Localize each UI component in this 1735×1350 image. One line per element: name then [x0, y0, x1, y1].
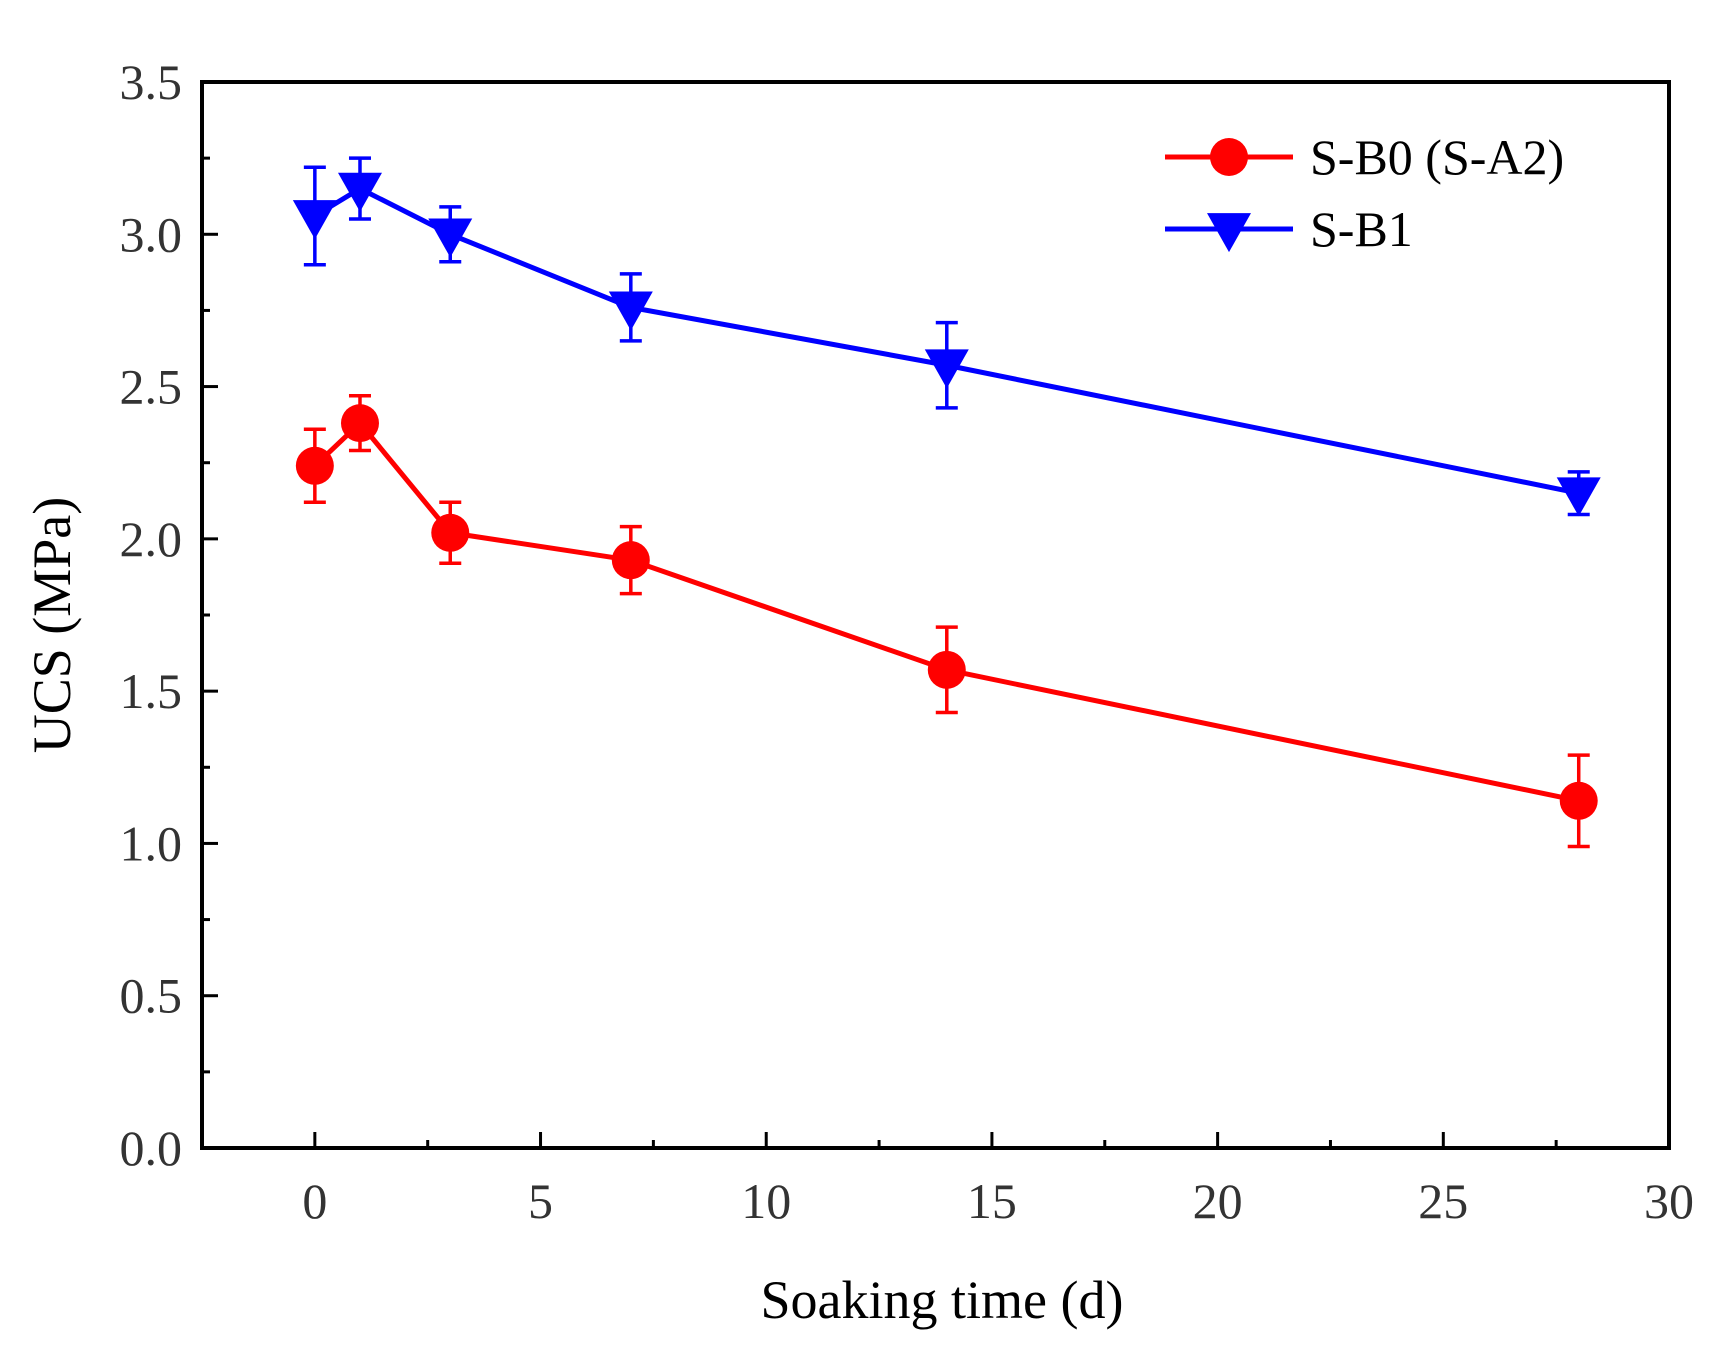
data-point: [428, 218, 473, 258]
legend-label: S-B0 (S-A2): [1310, 129, 1564, 185]
x-tick-label: 30: [1644, 1173, 1694, 1229]
plot-area: [292, 156, 1601, 849]
data-point: [611, 541, 650, 580]
data-point: [924, 349, 969, 389]
y-tick-label: 0.5: [120, 968, 183, 1024]
y-tick-label: 2.0: [120, 511, 183, 567]
data-point: [1556, 477, 1601, 517]
legend-marker: [1210, 138, 1248, 176]
series-1: [292, 156, 1601, 517]
data-point: [292, 200, 337, 240]
y-tick-label: 2.5: [120, 359, 183, 415]
data-point: [1559, 781, 1598, 820]
x-axis-title: Soaking time (d): [761, 1270, 1124, 1330]
data-point: [927, 650, 966, 689]
y-tick-label: 0.0: [120, 1120, 183, 1176]
data-point: [337, 172, 382, 212]
legend-marker: [1207, 213, 1251, 253]
x-tick-label: 0: [302, 1173, 327, 1229]
data-point: [295, 446, 334, 485]
y-tick-label: 3.5: [120, 54, 183, 110]
data-point: [608, 291, 653, 331]
x-tick-label: 25: [1418, 1173, 1468, 1229]
x-tick-label: 5: [528, 1173, 553, 1229]
data-point: [340, 404, 379, 443]
y-axis-title: UCS (MPa): [22, 497, 82, 754]
y-tick-label: 3.0: [120, 206, 183, 262]
legend-label: S-B1: [1310, 201, 1413, 257]
y-tick-label: 1.5: [120, 663, 183, 719]
series-0: [295, 393, 1598, 849]
legend: S-B0 (S-A2) S-B1: [1165, 129, 1564, 257]
y-tick-label: 1.0: [120, 815, 183, 871]
plot-frame: [200, 80, 1671, 1150]
legend-item-0: S-B0 (S-A2): [1165, 129, 1564, 185]
x-tick-label: 20: [1193, 1173, 1243, 1229]
x-tick-label: 15: [967, 1173, 1017, 1229]
legend-item-1: S-B1: [1165, 201, 1413, 257]
data-point: [431, 513, 470, 552]
axes: 0 5 10 15 20 25 30 0.0 0.5 1.0 1.5 2.0 2.5 3.0 3.5: [120, 54, 1695, 1229]
x-tick-label: 10: [741, 1173, 791, 1229]
series-line: [313, 420, 1580, 804]
